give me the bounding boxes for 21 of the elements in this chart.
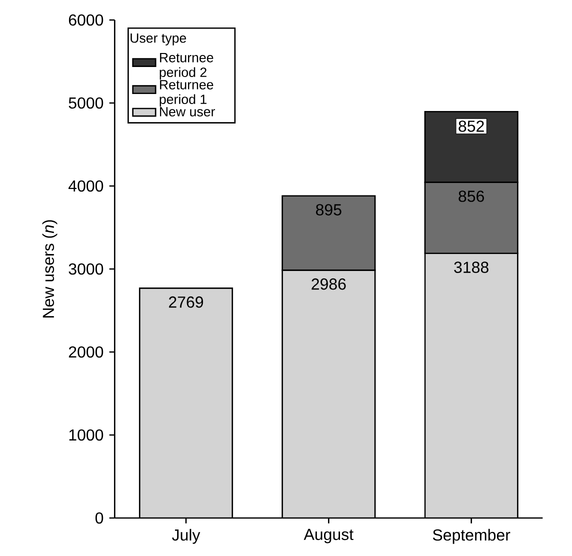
y-tick-label: 1000 (69, 429, 104, 441)
y-tick-label: 6000 (68, 14, 104, 26)
y-axis-title: New users (n) (42, 220, 58, 318)
legend-label: Returnee period 1 (160, 80, 214, 107)
data-label: 895 (316, 204, 342, 216)
x-tick-label: September (432, 528, 510, 544)
legend-title: User type (130, 33, 186, 46)
legend-label: New user (160, 107, 216, 116)
legend-label: Returnee period 2 (160, 53, 214, 80)
data-label: 2986 (312, 278, 346, 290)
data-label: 2769 (169, 296, 204, 308)
data-label: 852 (458, 120, 484, 132)
x-tick-label: July (172, 528, 200, 544)
x-tick-label: August (304, 528, 354, 544)
y-tick-label: 2000 (68, 346, 104, 358)
y-tick-label: 0 (95, 512, 104, 524)
data-label: 3188 (454, 262, 488, 273)
y-tick-label: 3000 (68, 263, 104, 275)
y-tick-label: 5000 (68, 97, 104, 109)
data-label: 856 (458, 190, 484, 202)
y-tick-label: 4000 (68, 180, 104, 192)
